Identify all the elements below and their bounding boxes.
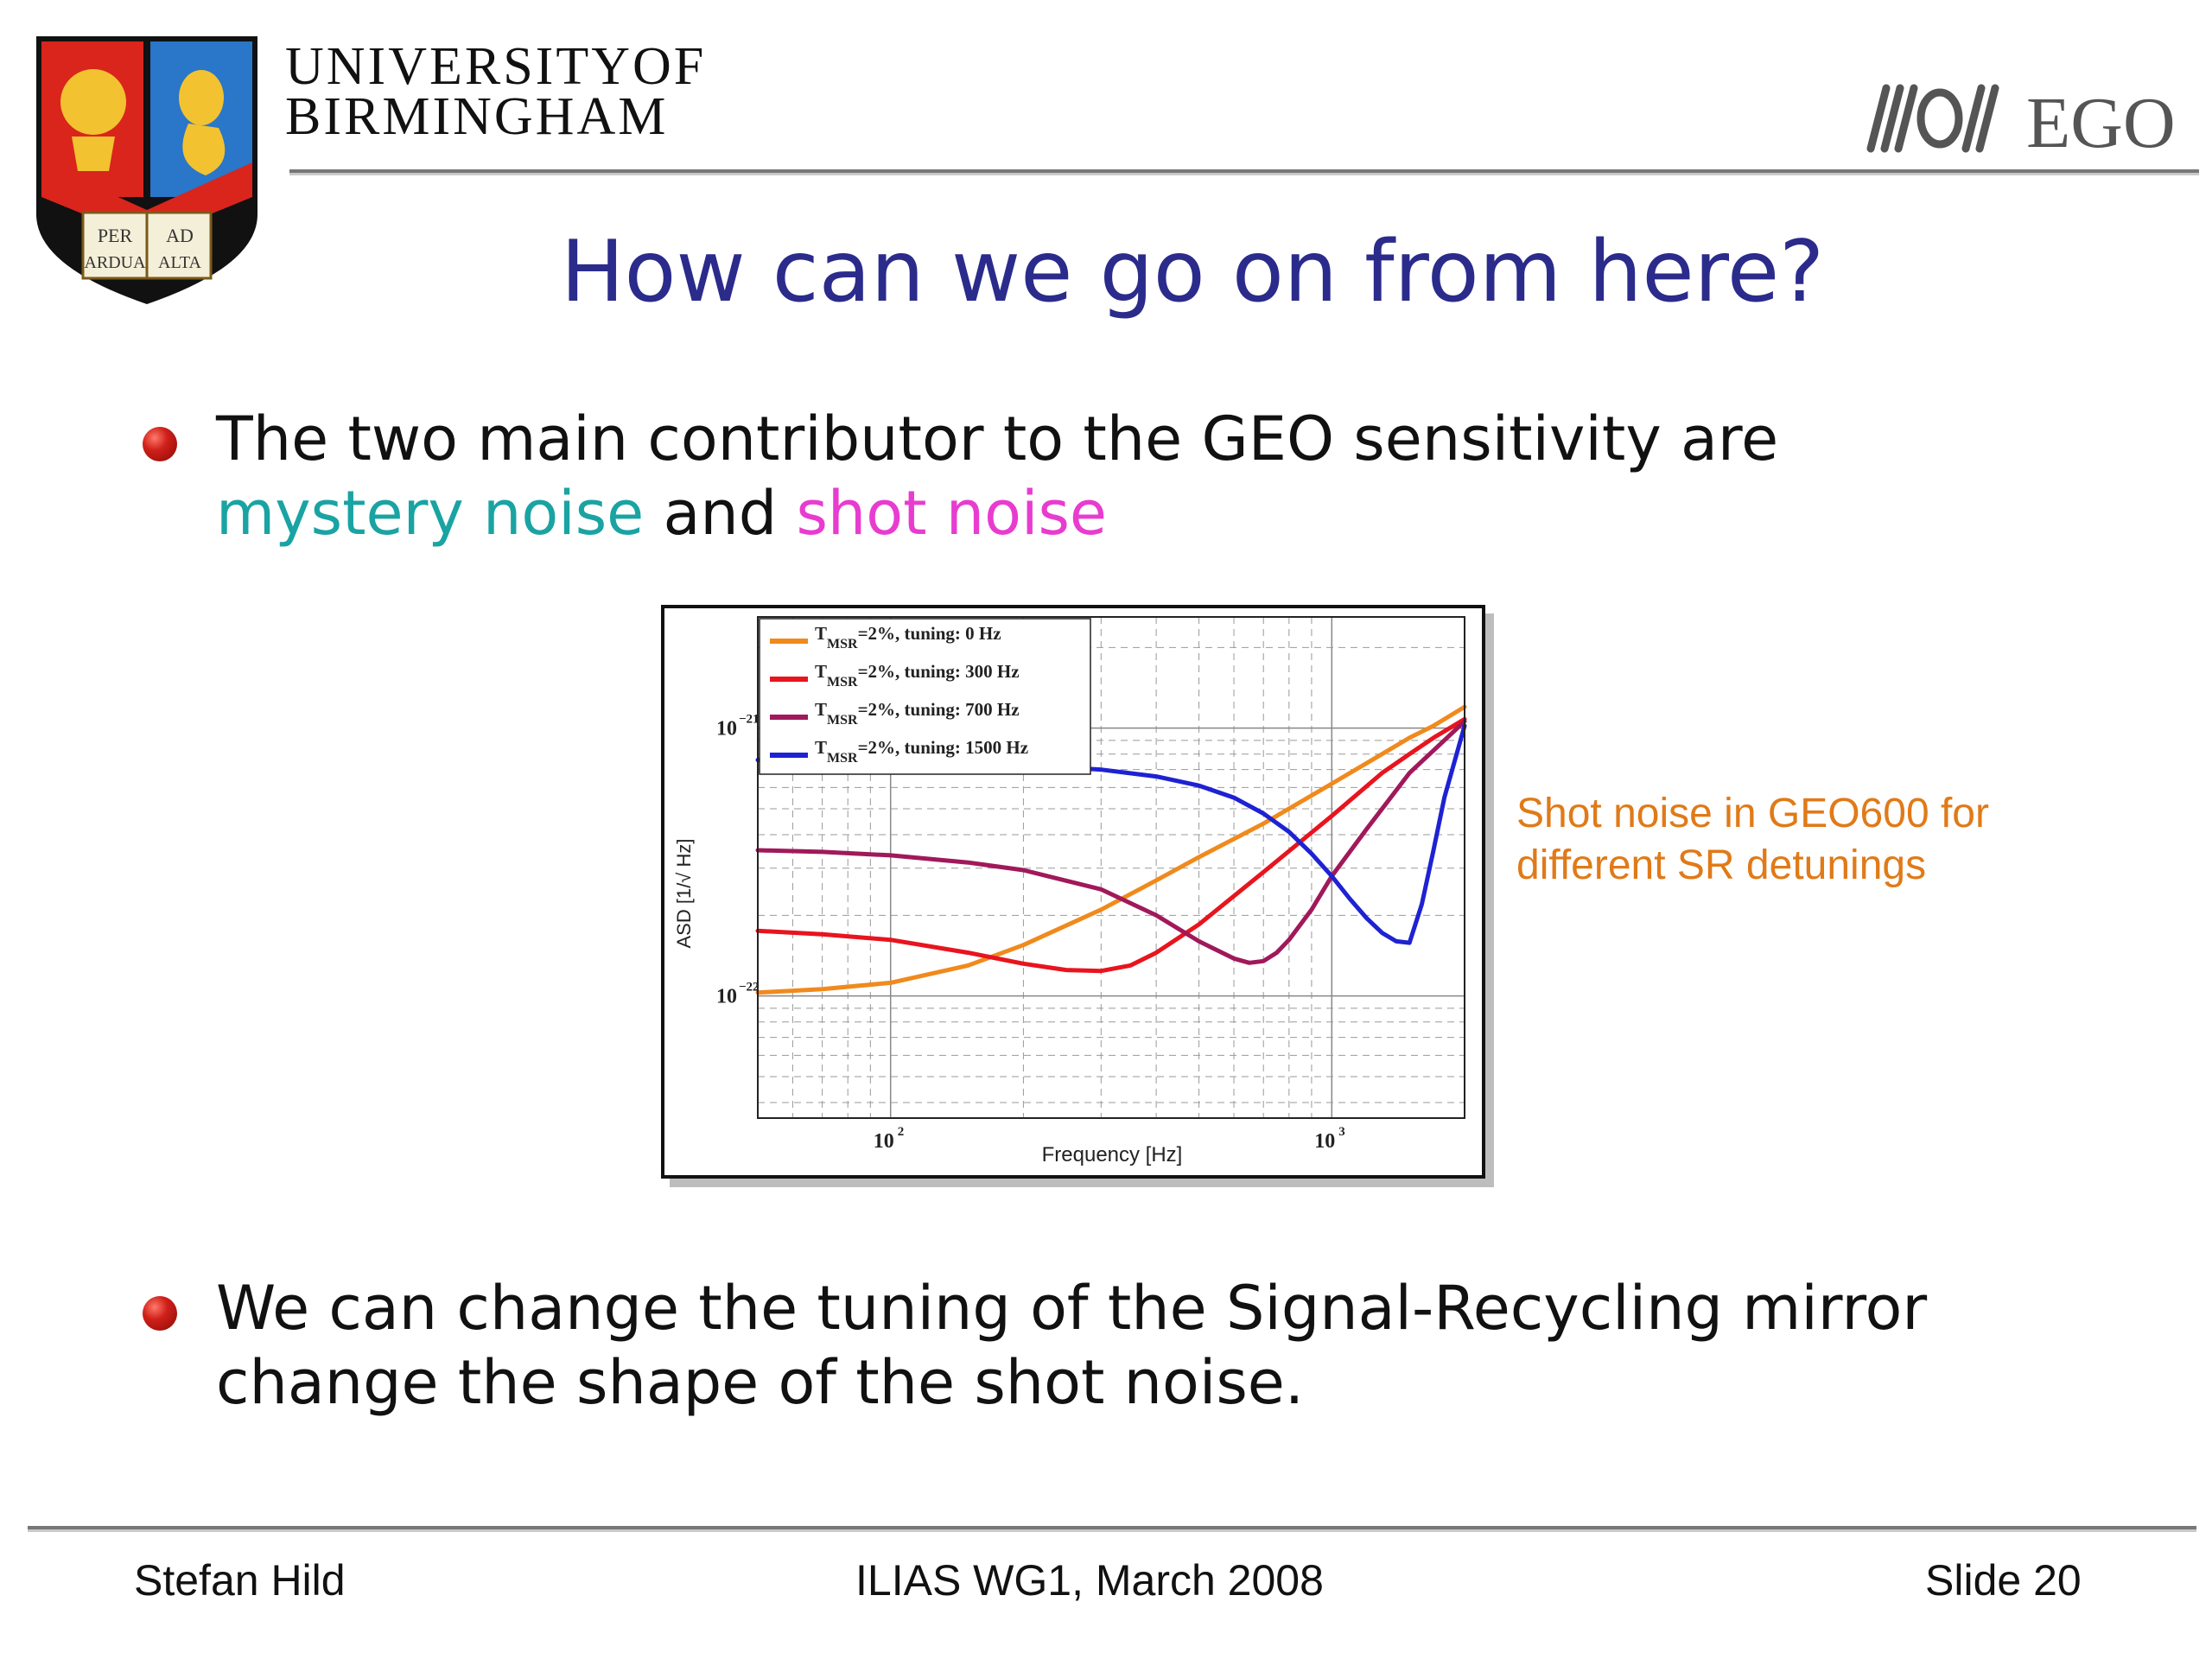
bullet-icon: [143, 427, 177, 461]
legend-label-subscript: MSR: [827, 751, 858, 766]
y-tick-label-0: 10: [716, 718, 737, 741]
chart-x-axis-label: Frequency [Hz]: [1042, 1143, 1183, 1166]
university-crest-logo: PER AD ARDUA ALTA: [36, 36, 257, 304]
legend-label-subscript: MSR: [827, 675, 858, 690]
y-tick-exponent-0: −21: [739, 713, 760, 727]
x-tick-exponent-1: 3: [1338, 1125, 1345, 1139]
shot-noise-chart: 10 2 10 3 10 −21 10 −22 Frequency [Hz] ASD [1/√…: [661, 605, 1485, 1179]
bullet1-line2: mystery noise and shot noise: [216, 476, 1107, 550]
chart-series-line-0: [755, 704, 1467, 995]
crest-motto-per: PER: [98, 225, 133, 246]
x-tick-label-0: 10: [874, 1130, 894, 1153]
footer-event: ILIAS WG1, March 2008: [855, 1556, 1324, 1605]
chart-y-axis-label: ASD [1/√ Hz]: [673, 839, 695, 949]
chart-series-line-2: [755, 719, 1467, 965]
legend-label-subscript: MSR: [827, 637, 858, 652]
bullet2-line2: change the shape of the shot noise.: [216, 1347, 1305, 1418]
crest-motto-ad: AD: [166, 225, 194, 246]
x-tick-label-1: 10: [1314, 1130, 1335, 1153]
y-tick-exponent-1: −22: [739, 981, 760, 995]
ego-logo-text: EGO: [2026, 83, 2176, 157]
chart-series-group: [755, 704, 1467, 995]
legend-label-subscript: MSR: [827, 713, 858, 728]
chart-caption: Shot noise in GEO600 for different SR de…: [1516, 788, 1989, 892]
crest-motto-ardua: ARDUA: [84, 253, 146, 272]
chart-caption-line2: different SR detunings: [1516, 842, 1927, 888]
footer-author: Stefan Hild: [134, 1556, 346, 1605]
bullet2-line1: We can change the tuning of the Signal-R…: [216, 1273, 1928, 1344]
mystery-noise-highlight: mystery noise: [216, 478, 645, 549]
chart-plot-border: [757, 616, 1465, 1119]
legend-label-text: =2%, tuning: 0 Hz: [858, 623, 1001, 644]
legend-label-text: =2%, tuning: 1500 Hz: [858, 737, 1028, 758]
chart-series-line-1: [755, 716, 1467, 974]
legend-label-text: =2%, tuning: 300 Hz: [858, 661, 1020, 682]
bullet1-connector: and: [644, 478, 797, 549]
university-name-line2: BIRMINGHAM: [285, 87, 669, 146]
legend-label-text: =2%, tuning: 700 Hz: [858, 699, 1020, 720]
footer-slide-number: Slide 20: [1925, 1556, 2082, 1605]
ego-logo: EGO: [1866, 83, 2176, 157]
header-divider: [289, 169, 2199, 173]
chart-caption-line1: Shot noise in GEO600 for: [1516, 791, 1989, 836]
shot-noise-highlight: shot noise: [796, 478, 1107, 549]
bullet1-line1: The two main contributor to the GEO sens…: [216, 404, 1779, 474]
footer-divider: [28, 1526, 2196, 1529]
x-tick-exponent-0: 2: [898, 1125, 905, 1139]
university-name-line1: UNIVERSITYOF: [285, 37, 707, 96]
y-tick-label-1: 10: [716, 986, 737, 1008]
slide-title: How can we go on from here?: [560, 223, 1825, 321]
legend-box: [759, 618, 1091, 775]
crest-motto-alta: ALTA: [158, 253, 201, 272]
chart-series-line-3: [755, 723, 1467, 945]
bullet-icon: [143, 1296, 177, 1331]
